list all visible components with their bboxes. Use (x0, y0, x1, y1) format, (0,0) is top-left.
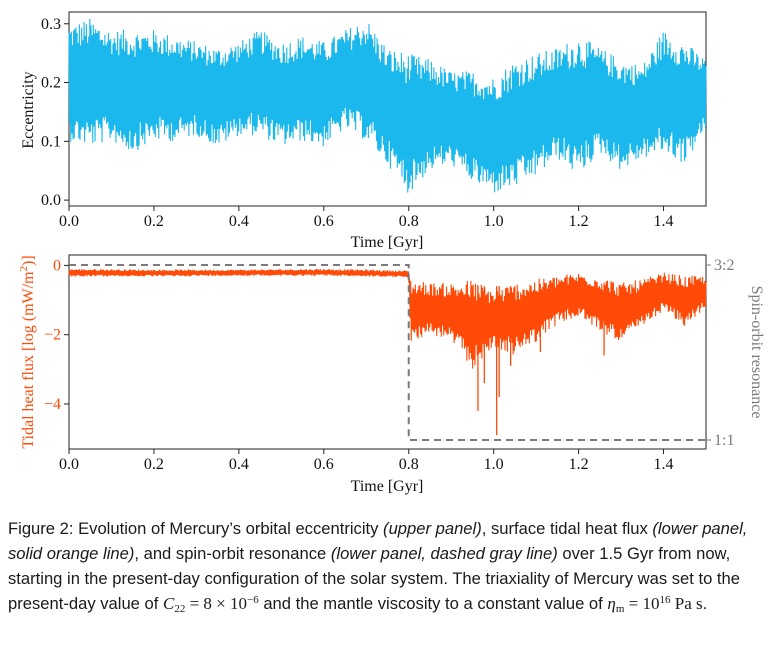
x-tick-label: 0.6 (314, 456, 334, 473)
caption-c22-expression: C22 = 8 × 10−6 (162, 594, 259, 615)
lower-y-axis-label-end: )] (20, 255, 37, 266)
y-tick-label: −4 (44, 396, 61, 413)
x-tick-label: 0.6 (314, 213, 334, 230)
x-tick-label: 0.2 (144, 213, 164, 230)
y-tick-label: 0.3 (41, 16, 61, 33)
y-tick-label: 0 (53, 257, 61, 274)
x-tick-label: 0.8 (399, 456, 419, 473)
caption-viscosity-expression: ηm = 1016 Pa s (607, 594, 703, 615)
upper-y-ticks: 0.0 0.1 0.2 0.3 (41, 16, 69, 209)
figure-caption: Figure 2: Evolution of Mercury’s orbital… (8, 516, 768, 616)
y-tick-label: 0.0 (41, 192, 61, 209)
eccentricity-series (68, 18, 707, 193)
eta-value: = 10 (624, 594, 660, 613)
x-tick-label: 1.2 (569, 456, 589, 473)
caption-text-1: Figure 2: Evolution of Mercury’s orbital… (8, 519, 384, 538)
right-tick-label: 1:1 (714, 432, 734, 449)
spin-orbit-resonance-series (69, 264, 706, 441)
lower-panel: 0.0 0.2 0.4 0.6 0.8 1.0 1.2 1.4 0 −2 −4 3:2 1:1 Ti… (18, 254, 765, 495)
caption-lower-solid: (lower panel, solid orange line) (8, 519, 748, 563)
eta-symbol: η (607, 594, 616, 613)
lower-y-axis-label: Tidal heat flux [log (mW/m2)] (18, 255, 37, 448)
caption-text-2: , surface tidal heat flux (481, 519, 653, 538)
eccentricity-line (68, 18, 707, 193)
x-tick-label: 0.8 (399, 213, 419, 230)
caption-lower-dashed: (lower panel, dashed gray line) (330, 544, 558, 563)
upper-x-axis-label: Time [Gyr] (351, 234, 424, 251)
x-tick-label: 0.0 (59, 456, 79, 473)
lower-y-axis-label-sup: 2 (18, 266, 30, 272)
eta-unit: Pa s (670, 594, 703, 613)
caption-text-3: , and spin-orbit resonance (134, 544, 331, 563)
x-tick-label: 0.4 (229, 456, 249, 473)
caption-text-6: . (702, 594, 708, 613)
right-tick-label: 3:2 (714, 257, 734, 274)
x-tick-label: 1.0 (484, 213, 504, 230)
tidal-heat-flux-line (68, 269, 707, 369)
c22-value: = 8 × 10 (185, 594, 247, 613)
x-tick-label: 0.4 (229, 213, 249, 230)
upper-y-axis-label: Eccentricity (20, 71, 37, 148)
c22-exponent: −6 (247, 594, 259, 606)
x-tick-label: 0.0 (59, 213, 79, 230)
lower-right-ticks: 3:2 1:1 (706, 257, 734, 449)
lower-x-ticks: 0.0 0.2 0.4 0.6 0.8 1.0 1.2 1.4 (59, 449, 674, 473)
lower-y-ticks: 0 −2 −4 (44, 257, 69, 413)
y-tick-label: 0.1 (41, 133, 61, 150)
x-tick-label: 0.2 (144, 456, 164, 473)
eta-subscript: m (615, 603, 625, 615)
eta-exponent: 16 (659, 594, 671, 606)
y-tick-label: 0.2 (41, 75, 61, 92)
upper-panel: 0.0 0.2 0.4 0.6 0.8 1.0 1.2 1.4 0.0 0.1 0.2 0.3 Ti… (20, 11, 707, 251)
c22-symbol: C (162, 594, 175, 613)
x-tick-label: 1.2 (569, 213, 589, 230)
upper-x-ticks: 0.0 0.2 0.4 0.6 0.8 1.0 1.2 1.4 (59, 206, 674, 230)
caption-text-4: over 1.5 Gyr from now, starting in the p… (8, 544, 740, 613)
lower-x-axis-label: Time [Gyr] (351, 478, 424, 495)
lower-right-axis-label: Spin-orbit resonance (748, 286, 765, 419)
x-tick-label: 1.0 (484, 456, 504, 473)
caption-upper-panel: (upper panel) (383, 519, 482, 538)
x-tick-label: 1.4 (654, 213, 674, 230)
figure: 0.0 0.2 0.4 0.6 0.8 1.0 1.2 1.4 0.0 0.1 0.2 0.3 Ti… (18, 11, 765, 495)
tidal-heat-flux-series (68, 269, 707, 436)
lower-plot-frame (68, 254, 707, 450)
lower-y-axis-label-main: Tidal heat flux [log (mW/m (20, 271, 37, 449)
x-tick-label: 1.4 (654, 456, 674, 473)
spin-orbit-resonance-line (69, 264, 706, 441)
caption-text-5: and the mantle viscosity to a constant v… (258, 594, 608, 613)
y-tick-label: −2 (44, 327, 61, 344)
c22-subscript: 22 (174, 603, 186, 615)
